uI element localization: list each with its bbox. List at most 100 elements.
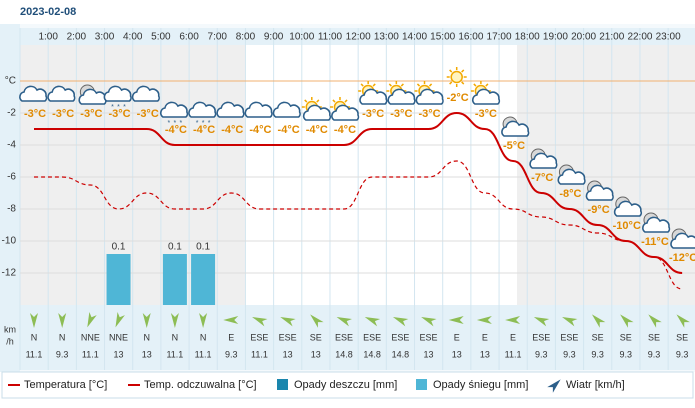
temp-label: -3°C xyxy=(137,108,159,120)
wind-arrow xyxy=(533,316,550,327)
snowflake: * xyxy=(180,120,183,127)
precip-label: 0.1 xyxy=(112,242,126,253)
temp-label: -2°C xyxy=(447,92,469,104)
temp-label: -8°C xyxy=(559,188,581,200)
hour-label: 9:00 xyxy=(264,32,284,43)
wind-speed: 13 xyxy=(480,349,490,359)
wind-speed: 13 xyxy=(452,349,462,359)
cloud xyxy=(47,85,76,102)
snowflake: * xyxy=(174,120,177,127)
hour-label: 6:00 xyxy=(179,32,199,43)
cloud xyxy=(359,88,388,105)
y-tick-label: -6 xyxy=(7,172,16,183)
hour-label: 8:00 xyxy=(236,32,256,43)
hour-label: 1:00 xyxy=(38,32,58,43)
y-tick-label: -4 xyxy=(7,140,16,151)
hour-label: 19:00 xyxy=(543,32,568,43)
snowflake: * xyxy=(202,120,205,127)
sun-ray xyxy=(449,81,453,85)
sun-ray xyxy=(316,99,320,103)
hour-label: 13:00 xyxy=(374,32,399,43)
weather-icon xyxy=(670,228,695,249)
wind-arrow xyxy=(505,316,521,324)
cloud xyxy=(188,101,217,118)
snowflake: * xyxy=(168,120,171,127)
wind-arrow xyxy=(448,316,464,324)
cloud xyxy=(415,88,444,105)
hour-label: 10:00 xyxy=(289,32,314,43)
weather-icon xyxy=(470,81,501,105)
wind-direction: E xyxy=(510,332,516,342)
weather-icon xyxy=(272,101,301,118)
weather-icon xyxy=(19,85,48,102)
wind-speed: 11.1 xyxy=(82,349,99,359)
sun-ray xyxy=(372,83,376,87)
sun-ray xyxy=(449,69,453,73)
cloud xyxy=(19,85,48,102)
temp-label: -4°C xyxy=(278,124,300,136)
wind-arrow xyxy=(364,316,381,327)
temperature-line xyxy=(33,111,683,274)
temp-label: -3°C xyxy=(418,108,440,120)
temp-label: -4°C xyxy=(249,124,271,136)
wind-arrow xyxy=(58,313,67,328)
y-tick-label: -8 xyxy=(7,204,16,215)
y-tick-label: °C xyxy=(5,76,16,87)
hour-label: 5:00 xyxy=(151,32,171,43)
wind-direction: N xyxy=(31,332,38,342)
wind-direction: N xyxy=(172,332,179,342)
temp-label: -3°C xyxy=(24,108,46,120)
sun xyxy=(450,70,463,84)
hour-label: 14:00 xyxy=(402,32,427,43)
sun-ray xyxy=(304,99,308,103)
snowflake: * xyxy=(208,120,211,127)
hour-label: 15:00 xyxy=(430,32,455,43)
cloud xyxy=(529,152,558,169)
legend-label: Wiatr [km/h] xyxy=(566,379,625,391)
weather-icon xyxy=(78,84,107,105)
wind-direction: NNE xyxy=(81,332,100,342)
wind-direction: ESE xyxy=(420,332,438,342)
wind-speed: 9.3 xyxy=(535,349,548,359)
weather-icon: * * * xyxy=(188,101,217,127)
snowflake: * xyxy=(123,104,126,111)
wind-direction: ESE xyxy=(363,332,381,342)
weather-icon xyxy=(301,97,332,121)
weather-icon xyxy=(244,101,273,118)
precip-label: 0.1 xyxy=(196,242,210,253)
wind-speed: 11.1 xyxy=(166,349,183,359)
hour-label: 12:00 xyxy=(346,32,371,43)
temp-label: -11°C xyxy=(641,236,669,248)
wind-arrow xyxy=(620,314,634,328)
cloud xyxy=(557,168,586,185)
legend-swatch xyxy=(277,379,288,390)
wind-speed: 11.1 xyxy=(26,349,43,359)
cloud xyxy=(642,216,671,233)
cloud xyxy=(585,184,614,201)
wind-arrow xyxy=(170,313,179,328)
wind-speed: 11.1 xyxy=(195,349,212,359)
sun-ray xyxy=(416,83,421,87)
wind-direction: SE xyxy=(592,332,604,342)
legend-box xyxy=(1,371,694,399)
cloud xyxy=(244,101,273,118)
wind-speed: 9.3 xyxy=(563,349,576,359)
weather-icon xyxy=(386,81,416,105)
precip-bar xyxy=(106,254,131,305)
weather-icon xyxy=(414,81,444,105)
wind-direction: SE xyxy=(620,332,632,342)
temp-label: -3°C xyxy=(52,108,74,120)
y-tick-label: -2 xyxy=(7,108,16,119)
cloud xyxy=(670,232,695,249)
cloud xyxy=(613,200,643,217)
sun-ray xyxy=(344,99,348,103)
weather-icon xyxy=(585,180,614,201)
wind-speed: 13 xyxy=(311,349,321,359)
hour-label: 16:00 xyxy=(458,32,483,43)
wind-direction: E xyxy=(482,332,488,342)
sun-ray xyxy=(461,69,465,73)
temp-label: -3°C xyxy=(80,108,102,120)
wind-direction: NNE xyxy=(109,332,128,342)
day-band xyxy=(245,45,517,305)
wind-arrow xyxy=(648,314,662,328)
